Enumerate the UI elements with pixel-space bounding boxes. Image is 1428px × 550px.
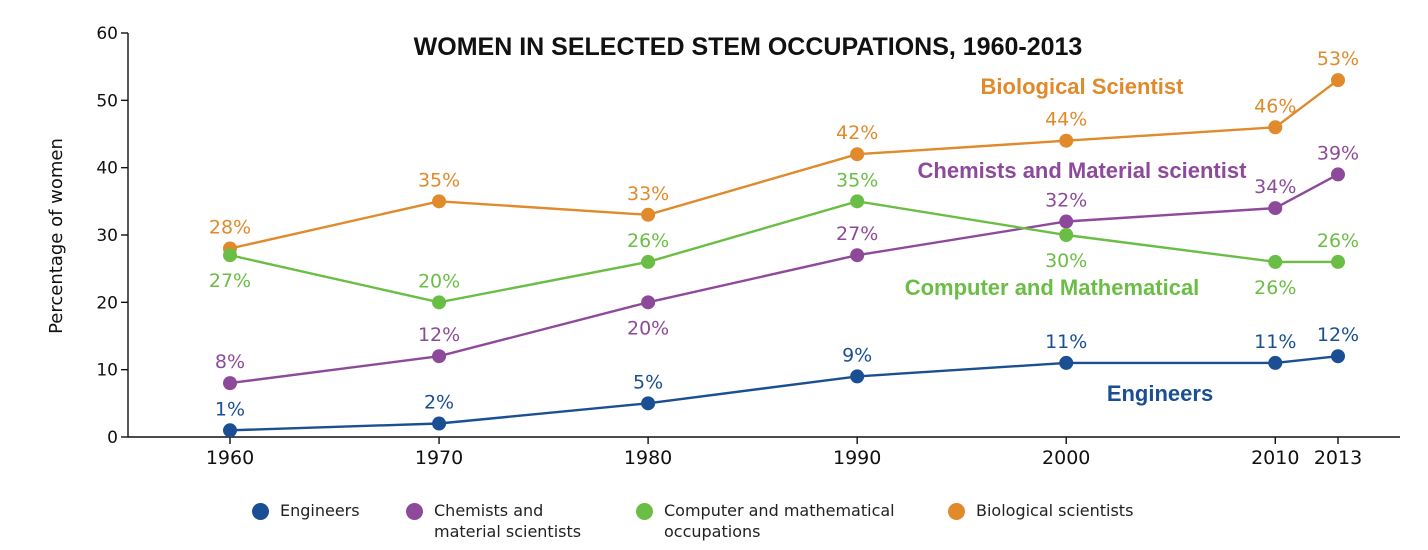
data-point-biological xyxy=(1059,133,1074,148)
data-label-computer: 27% xyxy=(209,270,251,292)
x-tick-label: 2013 xyxy=(1314,447,1362,469)
data-label-computer: 30% xyxy=(1045,250,1087,272)
legend-item-computer: Computer and mathematical occupations xyxy=(636,500,895,542)
data-point-computer xyxy=(1059,228,1074,242)
data-label-biological: 44% xyxy=(1045,109,1087,131)
y-tick-label: 60 xyxy=(96,24,118,44)
data-point-engineers xyxy=(1268,355,1283,370)
axes: 0 10 20 30 40 50 60 1960 1970 1980 1990 2000 2010 201… xyxy=(96,24,1400,469)
x-tick-label: 1970 xyxy=(415,447,463,469)
data-label-engineers: 11% xyxy=(1045,331,1087,353)
data-point-biological xyxy=(1268,120,1283,135)
data-point-engineers xyxy=(850,369,865,384)
y-tick-label: 40 xyxy=(96,159,118,179)
data-point-chemists xyxy=(850,248,865,263)
x-tick-label: 2010 xyxy=(1251,447,1299,469)
legend-label-biological: Biological scientists xyxy=(976,501,1134,520)
legend-marker-chemists xyxy=(406,503,423,520)
data-label-chemists: 20% xyxy=(627,317,669,339)
series-label-biological: Biological Scientist xyxy=(981,74,1185,99)
legend-marker-computer xyxy=(636,503,653,520)
data-label-engineers: 9% xyxy=(842,344,872,366)
data-label-chemists: 8% xyxy=(215,351,245,373)
data-point-engineers xyxy=(432,416,447,431)
legend-marker-engineers xyxy=(252,503,269,520)
x-tick-label: 2000 xyxy=(1042,447,1090,469)
data-label-computer: 26% xyxy=(1317,230,1359,252)
data-label-biological: 28% xyxy=(209,216,251,238)
data-point-engineers xyxy=(1331,349,1345,364)
data-label-biological: 35% xyxy=(418,169,460,191)
data-point-chemists xyxy=(1331,167,1345,182)
y-tick-label: 0 xyxy=(107,428,118,448)
data-label-computer: 35% xyxy=(836,169,878,191)
legend-item-engineers: Engineers xyxy=(252,500,360,521)
data-label-computer: 20% xyxy=(418,270,460,292)
data-label-engineers: 1% xyxy=(215,398,245,420)
y-tick-label: 10 xyxy=(96,361,118,381)
data-point-biological xyxy=(1331,73,1345,88)
data-point-computer xyxy=(1268,254,1283,269)
legend-label-chemists: Chemists and material scientists xyxy=(434,501,582,541)
data-point-chemists xyxy=(641,295,656,310)
data-label-chemists: 34% xyxy=(1254,176,1296,198)
data-point-chemists xyxy=(432,349,447,364)
data-point-biological xyxy=(641,207,656,222)
x-tick-label: 1960 xyxy=(206,447,254,469)
y-axis-label: Percentage of women xyxy=(46,138,67,334)
legend-marker-biological xyxy=(948,503,965,520)
y-tick-label: 30 xyxy=(96,226,118,246)
data-point-chemists xyxy=(1059,214,1074,229)
data-point-chemists xyxy=(1268,201,1283,216)
legend-item-chemists: Chemists and material scientists xyxy=(406,500,581,542)
chart-title: WOMEN IN SELECTED STEM OCCUPATIONS, 1960… xyxy=(414,33,1083,61)
data-label-biological: 46% xyxy=(1254,95,1296,117)
data-point-biological xyxy=(432,194,447,209)
data-label-chemists: 27% xyxy=(836,223,878,245)
data-label-engineers: 5% xyxy=(633,371,663,393)
data-label-chemists: 12% xyxy=(418,324,460,346)
data-point-computer xyxy=(1331,254,1345,269)
series-label-chemists: Chemists and Material scientist xyxy=(918,158,1248,183)
y-tick-label: 50 xyxy=(96,91,118,111)
legend-item-biological: Biological scientists xyxy=(948,500,1133,521)
legend-label-engineers: Engineers xyxy=(280,501,360,520)
data-label-biological: 42% xyxy=(836,122,878,144)
y-tick-label: 20 xyxy=(96,293,118,313)
data-label-biological: 33% xyxy=(627,183,669,205)
legend-label-computer: Computer and mathematical occupations xyxy=(664,501,895,541)
data-point-engineers xyxy=(223,423,237,438)
data-point-chemists xyxy=(223,376,237,391)
data-point-engineers xyxy=(1059,355,1074,370)
data-label-biological: 53% xyxy=(1317,48,1359,70)
data-point-computer xyxy=(432,295,447,310)
data-point-biological xyxy=(850,147,865,162)
data-points xyxy=(223,73,1345,438)
series-lines xyxy=(229,79,1339,432)
x-tick-label: 1980 xyxy=(624,447,672,469)
data-label-chemists: 32% xyxy=(1045,190,1087,212)
data-label-computer: 26% xyxy=(627,230,669,252)
series-label-computer: Computer and Mathematical xyxy=(905,275,1200,300)
data-point-engineers xyxy=(641,396,656,411)
data-labels: 28% 35% 33% 42% 44% 46% 53% 8% 12% 20% 27% 32% 34% 39… xyxy=(209,48,1359,420)
data-label-engineers: 12% xyxy=(1317,324,1359,346)
data-label-chemists: 39% xyxy=(1317,142,1359,164)
x-tick-label: 1990 xyxy=(833,447,881,469)
line-chart: WOMEN IN SELECTED STEM OCCUPATIONS, 1960… xyxy=(46,24,1400,469)
series-inline-labels: Biological Scientist Chemists and Materi… xyxy=(905,74,1247,406)
series-label-engineers: Engineers xyxy=(1107,381,1213,406)
data-label-computer: 26% xyxy=(1254,277,1296,299)
data-label-engineers: 11% xyxy=(1254,331,1296,353)
data-point-computer xyxy=(641,254,656,269)
data-point-computer xyxy=(223,248,237,263)
data-label-engineers: 2% xyxy=(424,392,454,414)
data-point-computer xyxy=(850,194,865,209)
legend: Engineers Chemists and material scientis… xyxy=(0,500,1428,550)
